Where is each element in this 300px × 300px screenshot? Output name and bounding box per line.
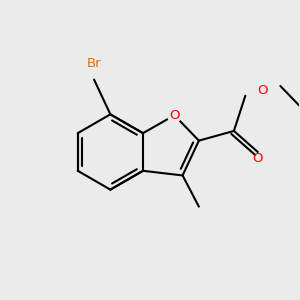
Text: O: O [253,152,263,165]
Text: O: O [258,84,268,98]
Text: Br: Br [87,57,101,70]
Text: O: O [169,109,180,122]
Circle shape [167,108,181,122]
